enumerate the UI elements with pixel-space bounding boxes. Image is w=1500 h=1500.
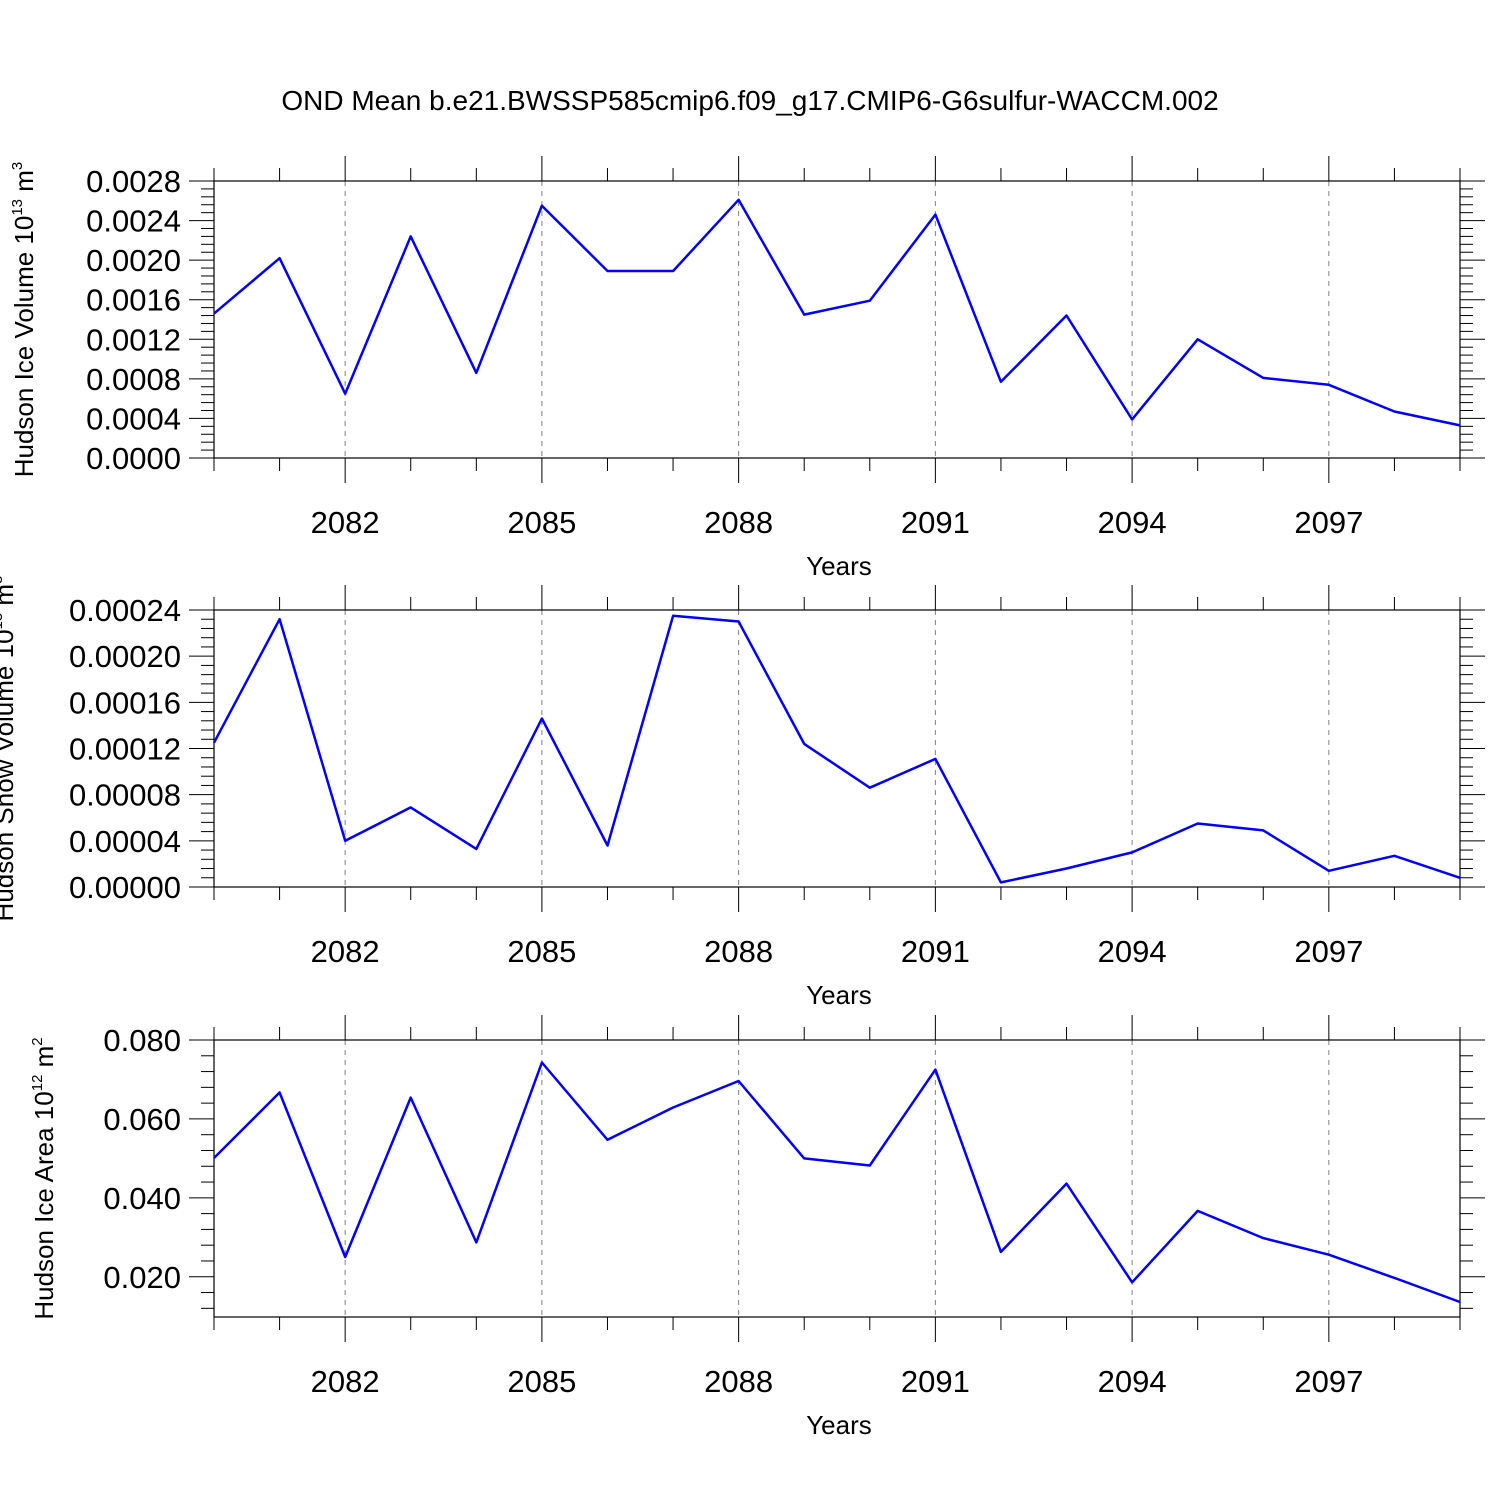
y-tick-label: 0.00012	[69, 732, 181, 767]
series-line-1	[212, 614, 1461, 884]
y-tick-label: 0.00004	[69, 824, 181, 859]
x-tick-label: 2091	[901, 934, 970, 969]
y-tick-label: 0.00016	[69, 685, 181, 720]
y-axis-label: Hudson Snow Volume 1013 m3	[0, 576, 19, 922]
y-axis-label-text: m	[9, 170, 39, 199]
y-axis-label-text: Hudson Ice Area 10	[29, 1091, 59, 1319]
y-axis-label-superscript: 3	[9, 162, 26, 170]
x-tick-label: 2091	[901, 1364, 970, 1399]
y-tick-label: 0.060	[103, 1102, 181, 1137]
x-tick-label: 2088	[704, 505, 773, 540]
series-line-1	[213, 1061, 1461, 1304]
y-axis-label-text: Hudson Ice Volume 10	[9, 216, 39, 478]
y-axis-label: Hudson Ice Volume 1013 m3	[9, 162, 39, 478]
y-tick-label: 0.040	[103, 1181, 181, 1216]
y-tick-label: 0.00000	[69, 870, 181, 905]
y-axis-label-text: m	[0, 584, 19, 613]
y-axis-label-superscript: 13	[9, 199, 26, 216]
y-tick-label: 0.0016	[86, 283, 181, 318]
figure-title: OND Mean b.e21.BWSSP585cmip6.f09_g17.CMI…	[281, 85, 1218, 116]
panel-2: 0.00000 0.00004 0.00008 0.00012 0.00016 0.000…	[0, 576, 1485, 1010]
x-tick-label: 2094	[1098, 934, 1167, 969]
y-axis-label-superscript: 3	[0, 576, 6, 584]
x-tick-label: 2097	[1294, 505, 1363, 540]
y-axis-label-text: m	[29, 1046, 59, 1075]
y-tick-label: 0.0004	[86, 401, 181, 436]
y-tick-label: 0.080	[103, 1023, 181, 1058]
x-axis-label: Years	[806, 1410, 872, 1440]
y-tick-label: 0.0008	[86, 362, 181, 397]
y-tick-label: 0.0028	[86, 164, 181, 199]
plot-frame	[213, 180, 1461, 459]
y-axis-label-superscript: 12	[29, 1075, 46, 1092]
panel-3: 0.020 0.040 0.060 0.080 2082 2085 2088 2091 2094…	[29, 1015, 1485, 1440]
series-line-1	[213, 198, 1461, 427]
panel-1: 0.0000 0.0004 0.0008 0.0012 0.0016 0.0020 0.00…	[9, 156, 1485, 581]
x-tick-label: 2088	[704, 934, 773, 969]
y-tick-label: 0.0020	[86, 243, 181, 278]
y-tick-label: 0.00024	[69, 593, 181, 628]
x-tick-label: 2085	[507, 1364, 576, 1399]
y-axis-label-superscript: 13	[0, 613, 6, 630]
x-tick-label: 2094	[1098, 1364, 1167, 1399]
x-tick-label: 2091	[901, 505, 970, 540]
y-tick-label: 0.020	[103, 1260, 181, 1295]
y-axis-label: Hudson Ice Area 1012 m2	[29, 1037, 59, 1319]
y-tick-label: 0.0012	[86, 322, 181, 357]
x-tick-label: 2097	[1294, 934, 1363, 969]
x-tick-label: 2097	[1294, 1364, 1363, 1399]
x-axis-label: Years	[806, 551, 872, 581]
x-tick-label: 2082	[311, 505, 380, 540]
plot-frame	[213, 609, 1461, 888]
plot-frame	[213, 1039, 1461, 1318]
y-axis-label-superscript: 2	[29, 1037, 46, 1045]
x-tick-label: 2082	[311, 934, 380, 969]
x-tick-label: 2094	[1098, 505, 1167, 540]
y-axis-label-text: Hudson Snow Volume 10	[0, 629, 19, 921]
y-tick-label: 0.00008	[69, 778, 181, 813]
x-tick-label: 2088	[704, 1364, 773, 1399]
x-tick-label: 2085	[507, 934, 576, 969]
y-tick-label: 0.00020	[69, 639, 181, 674]
y-tick-label: 0.0000	[86, 441, 181, 476]
x-tick-label: 2082	[311, 1364, 380, 1399]
x-tick-label: 2085	[507, 505, 576, 540]
x-axis-label: Years	[806, 980, 872, 1010]
y-tick-label: 0.0024	[86, 204, 181, 239]
